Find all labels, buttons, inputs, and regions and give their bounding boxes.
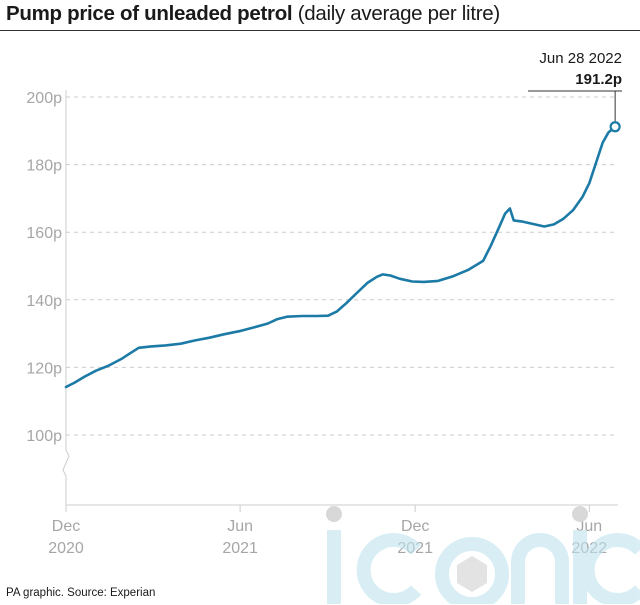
title-divider: [0, 30, 640, 31]
y-tick-label: 160p: [26, 225, 62, 242]
y-tick-label: 140p: [26, 293, 62, 310]
source-note: PA graphic. Source: Experian: [6, 587, 156, 599]
x-tick-label-month: Jun: [227, 518, 253, 535]
chart-title-main: Pump price of unleaded petrol: [6, 2, 293, 25]
annotation-date: Jun 28 2022: [539, 50, 622, 67]
y-tick-label: 100p: [26, 428, 62, 445]
y-tick-label: 120p: [26, 360, 62, 377]
y-tick-label: 180p: [26, 158, 62, 175]
chart-title: Pump price of unleaded petrol (daily ave…: [6, 2, 500, 26]
y-axis-break: [62, 449, 70, 477]
annotation-value: 191.2p: [575, 71, 622, 88]
x-tick-label-month: Dec: [401, 518, 429, 535]
y-tick-label: 200p: [26, 90, 62, 107]
chart-title-subtitle: (daily average per litre): [297, 2, 500, 25]
iconic-watermark-logo: [326, 506, 640, 604]
price-line: [64, 125, 617, 389]
x-tick-label-month: Dec: [52, 518, 80, 535]
x-tick-label-year: 2020: [48, 540, 84, 557]
annotation-marker: [609, 121, 621, 133]
x-tick-label-year: 2021: [222, 540, 258, 557]
